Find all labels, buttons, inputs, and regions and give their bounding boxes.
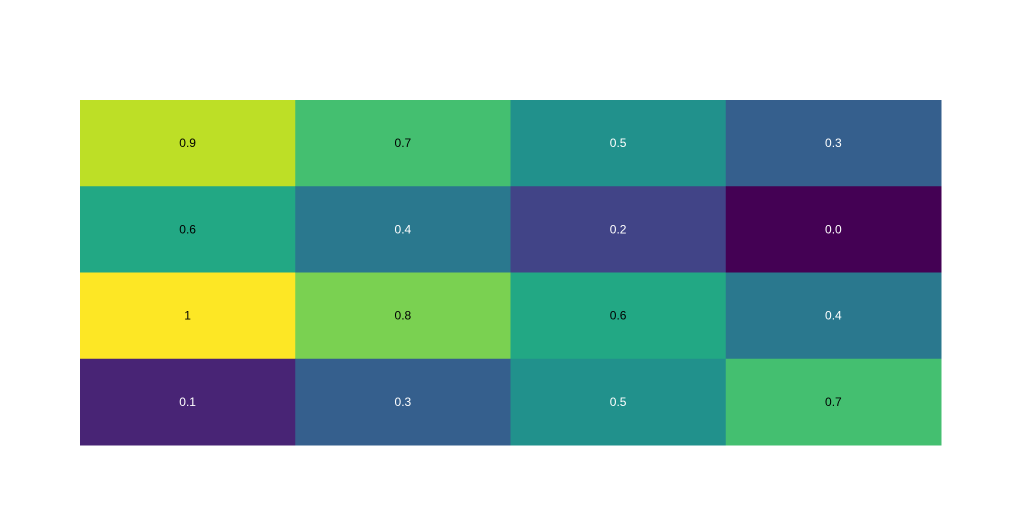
cell-value-label: 0.2: [610, 222, 627, 236]
heatmap-cell-r3-c1: [295, 358, 511, 446]
cell-value-label: 0.3: [395, 395, 412, 409]
heatmap-cell-r2-c3: [725, 272, 942, 360]
heatmap-cell-r1-c2: [510, 186, 727, 273]
cell-value-label: 0.8: [395, 309, 412, 323]
cell-value-label: 0.6: [179, 222, 196, 236]
heatmap-cell-r0-c0: [80, 100, 296, 187]
cell-value-label: 0.1: [179, 395, 196, 409]
cell-value-label: 0.7: [825, 395, 842, 409]
heatmap-cell-r2-c0: [80, 272, 296, 360]
heatmap-cell-r3-c0: [80, 358, 296, 446]
cell-value-label: 0.0: [825, 222, 842, 236]
cell-value-label: 0.5: [610, 136, 627, 150]
cell-value-label: 1: [184, 309, 191, 323]
heatmap-cell-r0-c1: [295, 100, 511, 187]
heatmap-cell-r1-c0: [80, 186, 296, 273]
cell-value-label: 0.7: [395, 136, 412, 150]
cell-value-label: 0.4: [395, 222, 412, 236]
cell-value-label: 0.4: [825, 309, 842, 323]
cell-value-label: 0.6: [610, 309, 627, 323]
heatmap-cells: [80, 100, 942, 446]
heatmap-cell-r2-c1: [295, 272, 511, 360]
heatmap-cell-r3-c2: [510, 358, 727, 446]
heatmap-labels: 0.9 0.7 0.5 0.3 0.6 0.4 0.2 0.0 1 0.8 0.6 0.4 0.1 0.3…: [179, 136, 842, 409]
heatmap-cell-r0-c3: [725, 100, 942, 187]
cell-value-label: 0.5: [610, 395, 627, 409]
cell-value-label: 0.9: [179, 136, 196, 150]
heatmap-cell-r2-c2: [510, 272, 727, 360]
heatmap-cell-r3-c3: [725, 358, 942, 446]
cell-value-label: 0.3: [825, 136, 842, 150]
heatmap-cell-r1-c3: [725, 186, 942, 273]
heatmap-cell-r0-c2: [510, 100, 727, 187]
heatmap-cell-r1-c1: [295, 186, 511, 273]
